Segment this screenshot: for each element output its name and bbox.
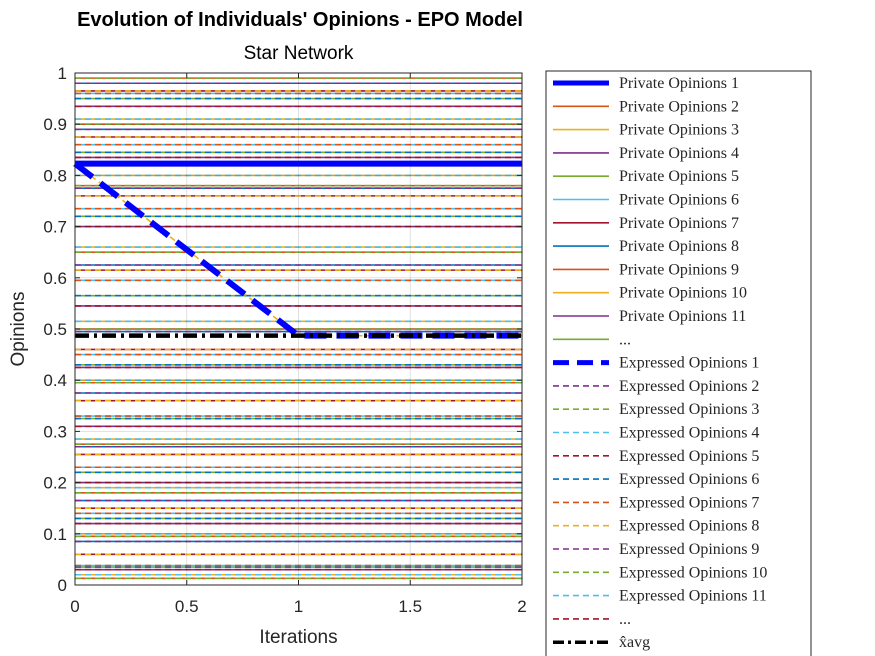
legend-label: Private Opinions 10 xyxy=(619,285,747,302)
legend-label: Private Opinions 4 xyxy=(619,145,739,162)
legend-label: Private Opinions 3 xyxy=(619,122,739,139)
x-tick-label: 0 xyxy=(70,597,79,616)
background-opinion-lines xyxy=(75,77,522,580)
x-tick-label: 1.5 xyxy=(398,597,422,616)
legend-label: x̂avg xyxy=(619,634,650,651)
x-tick-label: 0.5 xyxy=(175,597,199,616)
legend-label: Expressed Opinions 11 xyxy=(619,588,767,605)
y-tick-label: 0 xyxy=(58,576,67,595)
x-tick-label: 2 xyxy=(517,597,526,616)
legend-label: Private Opinions 5 xyxy=(619,168,739,185)
y-tick-label: 0.5 xyxy=(43,320,67,339)
legend-label: Expressed Opinions 7 xyxy=(619,494,759,511)
legend-label: Private Opinions 8 xyxy=(619,238,739,255)
y-tick-label: 0.6 xyxy=(43,269,67,288)
legend-label: Expressed Opinions 2 xyxy=(619,378,759,395)
legend-label: ... xyxy=(619,611,631,628)
legend-label: Private Opinions 7 xyxy=(619,215,739,232)
legend-label: Expressed Opinions 10 xyxy=(619,564,767,581)
legend-label: Private Opinions 6 xyxy=(619,192,739,209)
y-axis-title: Opinions xyxy=(8,292,29,367)
legend-label: Expressed Opinions 5 xyxy=(619,448,759,465)
legend-label: Expressed Opinions 1 xyxy=(619,355,759,372)
chart-subtitle: Star Network xyxy=(243,43,354,64)
legend-label: Private Opinions 2 xyxy=(619,98,739,115)
y-tick-label: 0.2 xyxy=(43,474,67,493)
highlighted-series xyxy=(73,160,522,339)
y-tick-label: 0.8 xyxy=(43,166,67,185)
y-tick-label: 0.3 xyxy=(43,422,67,441)
legend-label: Private Opinions 9 xyxy=(619,261,739,278)
y-tick-label: 0.4 xyxy=(43,371,67,390)
legend-label: Expressed Opinions 8 xyxy=(619,518,759,535)
legend-label: Expressed Opinions 9 xyxy=(619,541,759,558)
y-tick-label: 0.7 xyxy=(43,218,67,237)
legend-label: Expressed Opinions 6 xyxy=(619,471,759,488)
y-tick-label: 1 xyxy=(58,64,67,83)
legend-label: Private Opinions 11 xyxy=(619,308,746,325)
axis-ticks: 0 0.5 1 1.5 2 0 0.1 0.2 0.3 0.4 0.5 0.6 0.7 0.8 0.9 1 xyxy=(43,64,526,616)
y-tick-label: 0.1 xyxy=(43,525,67,544)
legend-label: Private Opinions 1 xyxy=(619,75,739,92)
x-tick-label: 1 xyxy=(294,597,303,616)
legend-label: ... xyxy=(619,331,631,348)
chart-title: Evolution of Individuals' Opinions - EPO… xyxy=(77,9,523,31)
legend-label: Expressed Opinions 3 xyxy=(619,401,759,418)
legend-label: Expressed Opinions 4 xyxy=(619,425,759,442)
legend: Private Opinions 1 Private Opinions 2 Priv… xyxy=(545,70,812,656)
x-axis-title: Iterations xyxy=(259,627,337,648)
y-tick-label: 0.9 xyxy=(43,115,67,134)
